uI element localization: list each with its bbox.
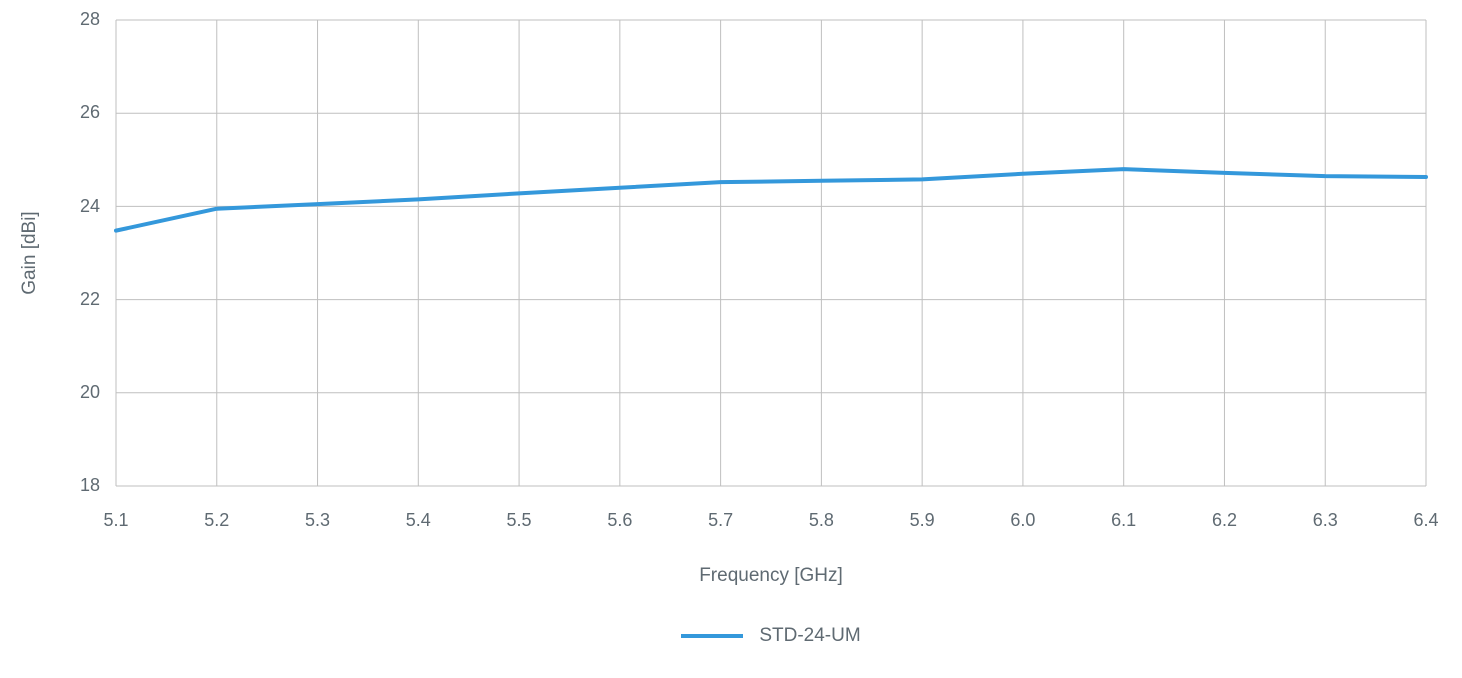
x-tick-label: 5.6 <box>590 510 650 531</box>
x-tick-label: 5.5 <box>489 510 549 531</box>
x-tick-label: 6.2 <box>1194 510 1254 531</box>
x-tick-label: 6.3 <box>1295 510 1355 531</box>
x-tick-label: 5.7 <box>691 510 751 531</box>
y-tick-label: 18 <box>40 475 100 496</box>
legend: STD-24-UM <box>116 625 1426 647</box>
x-tick-label: 6.1 <box>1094 510 1154 531</box>
x-tick-label: 6.0 <box>993 510 1053 531</box>
series-line <box>116 169 1426 231</box>
y-tick-label: 28 <box>40 9 100 30</box>
gain-vs-frequency-chart: 5.1 5.2 5.3 5.4 5.5 5.6 5.7 5.8 5.9 6.0 6.1 6.2 6.3 6… <box>0 0 1462 678</box>
x-tick-label: 5.3 <box>288 510 348 531</box>
y-tick-label: 20 <box>40 382 100 403</box>
x-tick-label: 5.2 <box>187 510 247 531</box>
x-tick-label: 5.9 <box>892 510 952 531</box>
y-tick-label: 22 <box>40 289 100 310</box>
x-tick-label: 5.8 <box>791 510 851 531</box>
x-tick-label: 6.4 <box>1396 510 1456 531</box>
legend-swatch <box>681 634 743 638</box>
x-tick-label: 5.4 <box>388 510 448 531</box>
y-axis-title: Gain [dBi] <box>19 153 41 353</box>
y-tick-label: 26 <box>40 102 100 123</box>
x-axis-title: Frequency [GHz] <box>116 565 1426 587</box>
legend-label: STD-24-UM <box>759 625 860 647</box>
y-tick-label: 24 <box>40 196 100 217</box>
x-tick-label: 5.1 <box>86 510 146 531</box>
